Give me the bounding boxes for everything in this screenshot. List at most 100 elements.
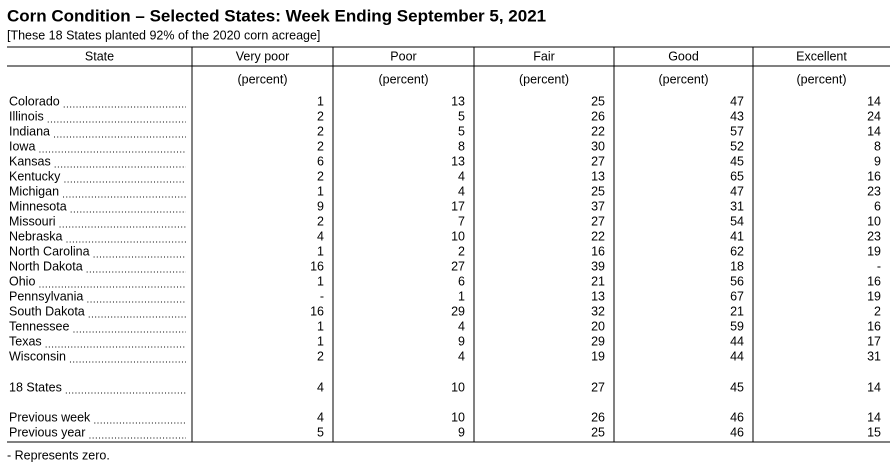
cell-value: 57 <box>730 124 744 138</box>
cell-value: 2 <box>317 169 324 183</box>
state-name: Previous week <box>9 410 91 424</box>
cell-value: 6 <box>317 154 324 168</box>
title: Corn Condition – Selected States: Week E… <box>7 6 546 25</box>
cell-value: 19 <box>867 244 881 258</box>
cell-value: 9 <box>874 154 881 168</box>
cell-value: 1 <box>317 184 324 198</box>
cell-value: 16 <box>867 169 881 183</box>
column-header: Fair <box>533 49 555 63</box>
cell-value: 7 <box>458 214 465 228</box>
cell-value: 23 <box>867 184 881 198</box>
cell-value: 1 <box>317 334 324 348</box>
cell-value: 43 <box>730 109 744 123</box>
cell-value: 44 <box>730 334 744 348</box>
cell-value: 25 <box>591 94 605 108</box>
cell-value: 14 <box>867 380 881 394</box>
cell-value: 45 <box>730 380 744 394</box>
cell-value: 44 <box>730 349 744 363</box>
cell-value: 10 <box>451 380 465 394</box>
cell-value: 17 <box>867 334 881 348</box>
cell-value: 9 <box>458 425 465 439</box>
column-unit: (percent) <box>519 72 569 86</box>
state-name: Iowa <box>9 139 35 153</box>
cell-value: 67 <box>730 289 744 303</box>
state-name: Kentucky <box>9 169 61 183</box>
cell-value: 21 <box>730 304 744 318</box>
cell-value: 13 <box>451 94 465 108</box>
column-header: Excellent <box>796 49 847 63</box>
state-name: Michigan <box>9 184 59 198</box>
cell-value: 9 <box>458 334 465 348</box>
cell-value: 24 <box>867 109 881 123</box>
cell-value: 14 <box>867 94 881 108</box>
state-name: Previous year <box>9 425 85 439</box>
cell-value: 29 <box>451 304 465 318</box>
cell-value: 2 <box>458 244 465 258</box>
cell-value: 46 <box>730 425 744 439</box>
cell-value: 4 <box>458 169 465 183</box>
cell-value: 54 <box>730 214 744 228</box>
state-name: 18 States <box>9 380 62 394</box>
column-unit: (percent) <box>237 72 287 86</box>
cell-value: 18 <box>730 259 744 273</box>
cell-value: 41 <box>730 229 744 243</box>
cell-value: 30 <box>591 139 605 153</box>
cell-value: 39 <box>591 259 605 273</box>
state-name: Minnesota <box>9 199 67 213</box>
cell-value: 19 <box>591 349 605 363</box>
state-name: Colorado <box>9 94 60 108</box>
cell-value: 13 <box>591 289 605 303</box>
cell-value: 32 <box>591 304 605 318</box>
cell-value: - <box>320 289 324 303</box>
cell-value: 1 <box>317 244 324 258</box>
cell-value: 1 <box>317 94 324 108</box>
cell-value: 29 <box>591 334 605 348</box>
cell-value: 45 <box>730 154 744 168</box>
cell-value: 6 <box>458 274 465 288</box>
cell-value: 47 <box>730 184 744 198</box>
cell-value: 6 <box>874 199 881 213</box>
cell-value: 9 <box>317 199 324 213</box>
cell-value: 8 <box>874 139 881 153</box>
cell-value: 2 <box>317 349 324 363</box>
state-name: Illinois <box>9 109 44 123</box>
cell-value: 62 <box>730 244 744 258</box>
cell-value: 19 <box>867 289 881 303</box>
state-name: North Dakota <box>9 259 83 273</box>
cell-value: 5 <box>317 425 324 439</box>
cell-value: 2 <box>317 214 324 228</box>
cell-value: 4 <box>458 319 465 333</box>
cell-value: 4 <box>317 380 324 394</box>
cell-value: 10 <box>451 229 465 243</box>
cell-value: 27 <box>591 214 605 228</box>
cell-value: 16 <box>310 304 324 318</box>
cell-value: 2 <box>874 304 881 318</box>
cell-value: 1 <box>317 274 324 288</box>
cell-value: 25 <box>591 184 605 198</box>
cell-value: 26 <box>591 410 605 424</box>
cell-value: 47 <box>730 94 744 108</box>
state-name: Kansas <box>9 154 51 168</box>
cell-value: 5 <box>458 124 465 138</box>
cell-value: 46 <box>730 410 744 424</box>
cell-value: 14 <box>867 124 881 138</box>
column-unit: (percent) <box>796 72 846 86</box>
cell-value: 31 <box>867 349 881 363</box>
state-name: North Carolina <box>9 244 90 258</box>
cell-value: 27 <box>591 154 605 168</box>
column-header: Good <box>668 49 699 63</box>
cell-value: 5 <box>458 109 465 123</box>
cell-value: 1 <box>458 289 465 303</box>
cell-value: 16 <box>867 274 881 288</box>
cell-value: 27 <box>451 259 465 273</box>
cell-value: 4 <box>317 410 324 424</box>
cell-value: 2 <box>317 124 324 138</box>
cell-value: 22 <box>591 124 605 138</box>
cell-value: 26 <box>591 109 605 123</box>
cell-value: 4 <box>317 229 324 243</box>
cell-value: 13 <box>591 169 605 183</box>
subtitle: [These 18 States planted 92% of the 2020… <box>7 28 320 42</box>
cell-value: 2 <box>317 139 324 153</box>
state-name: Missouri <box>9 214 56 228</box>
